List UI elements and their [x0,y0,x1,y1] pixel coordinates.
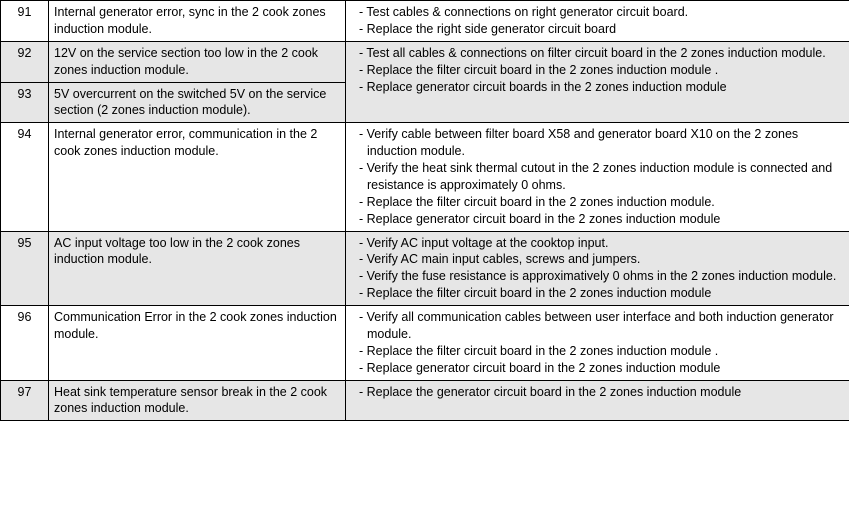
action-item: - Replace generator circuit boards in th… [351,79,844,96]
action-item: - Test all cables & connections on filte… [351,45,844,62]
action-item: - Test cables & connections on right gen… [351,4,844,21]
action-item: - Verify cable between filter board X58 … [351,126,844,160]
corrective-actions: - Verify cable between filter board X58 … [346,123,849,231]
action-item: - Replace the generator circuit board in… [351,384,844,401]
error-code: 95 [1,231,49,306]
corrective-actions: - Test cables & connections on right gen… [346,1,849,42]
error-code: 96 [1,306,49,381]
action-item: - Replace the filter circuit board in th… [351,194,844,211]
error-code: 93 [1,82,49,123]
error-description: AC input voltage too low in the 2 cook z… [49,231,346,306]
action-item: - Replace the filter circuit board in th… [351,62,844,79]
error-description: Heat sink temperature sensor break in th… [49,380,346,421]
error-code: 97 [1,380,49,421]
error-code: 94 [1,123,49,231]
error-description: 5V overcurrent on the switched 5V on the… [49,82,346,123]
table-row: 94Internal generator error, communicatio… [1,123,849,231]
action-item: - Verify the fuse resistance is approxim… [351,268,844,285]
action-item: - Verify AC input voltage at the cooktop… [351,235,844,252]
error-code-table: 91Internal generator error, sync in the … [0,0,849,421]
corrective-actions: - Verify AC input voltage at the cooktop… [346,231,849,306]
table-row: 97Heat sink temperature sensor break in … [1,380,849,421]
table-row: 91Internal generator error, sync in the … [1,1,849,42]
action-item: - Verify the heat sink thermal cutout in… [351,160,844,194]
action-item: - Replace the right side generator circu… [351,21,844,38]
corrective-actions: - Replace the generator circuit board in… [346,380,849,421]
table-row: 96Communication Error in the 2 cook zone… [1,306,849,381]
action-item: - Verify all communication cables betwee… [351,309,844,343]
action-item: - Verify AC main input cables, screws an… [351,251,844,268]
error-description: Internal generator error, sync in the 2 … [49,1,346,42]
error-description: 12V on the service section too low in th… [49,41,346,82]
error-description: Communication Error in the 2 cook zones … [49,306,346,381]
action-item: - Replace the filter circuit board in th… [351,285,844,302]
action-item: - Replace generator circuit board in the… [351,211,844,228]
action-item: - Replace generator circuit board in the… [351,360,844,377]
corrective-actions: - Verify all communication cables betwee… [346,306,849,381]
error-description: Internal generator error, communication … [49,123,346,231]
table-row: 9212V on the service section too low in … [1,41,849,82]
error-code: 92 [1,41,49,82]
corrective-actions: - Test all cables & connections on filte… [346,41,849,123]
error-code: 91 [1,1,49,42]
table-row: 95AC input voltage too low in the 2 cook… [1,231,849,306]
action-item: - Replace the filter circuit board in th… [351,343,844,360]
